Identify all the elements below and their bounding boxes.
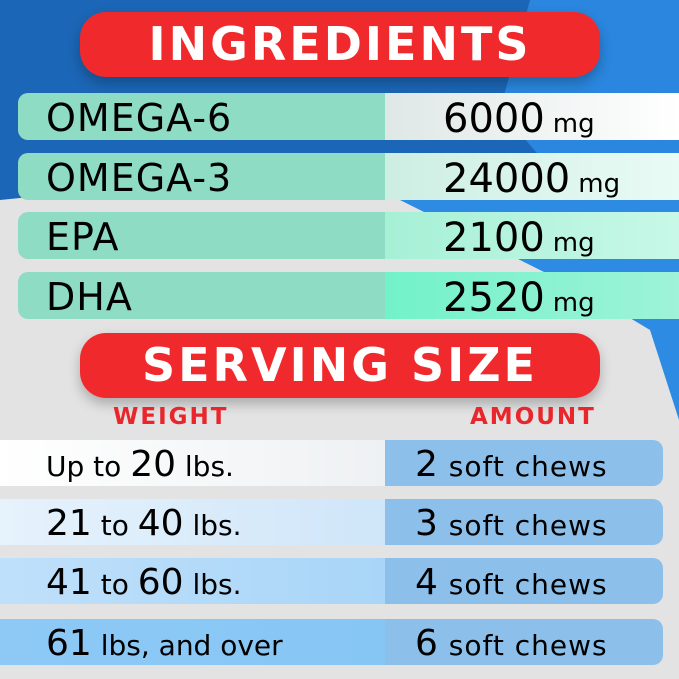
weight-text: lbs. <box>183 509 242 542</box>
ingredient-value: 24000 <box>443 156 571 202</box>
chew-count: 4 <box>415 562 439 603</box>
weight-number: 61 <box>46 623 92 664</box>
weight-text: to <box>91 568 138 601</box>
weight-text: lbs, and over <box>91 629 283 662</box>
weight-text: lbs. <box>183 568 242 601</box>
weight-number: 20 <box>130 444 176 485</box>
weight-text: lbs. <box>176 450 234 483</box>
amount-text: soft chews <box>438 450 608 483</box>
ingredient-row: EPA 2100 mg <box>18 212 679 261</box>
amount-text: soft chews <box>438 629 608 662</box>
weight-text: Up to <box>46 450 131 483</box>
serving-row: 61 lbs, and over 6 soft chews <box>0 619 663 665</box>
ingredient-name: DHA <box>46 275 133 319</box>
weight-number: 21 <box>46 503 92 544</box>
ingredient-unit: mg <box>552 109 595 139</box>
ingredient-name: OMEGA-6 <box>46 96 233 140</box>
weight-number: 40 <box>137 503 184 544</box>
amount-text: soft chews <box>438 568 608 601</box>
serving-size-banner: SERVING SIZE <box>80 333 600 398</box>
ingredient-row: DHA 2520 mg <box>18 272 679 321</box>
ingredient-row: OMEGA-6 6000 mg <box>18 93 679 142</box>
chew-count: 6 <box>415 623 439 664</box>
ingredient-unit: mg <box>552 228 595 258</box>
serving-row: 21 to 40 lbs. 3 soft chews <box>0 499 663 545</box>
ingredient-unit: mg <box>578 169 621 199</box>
ingredient-value: 2520 <box>443 275 545 321</box>
ingredient-name: OMEGA-3 <box>46 156 233 200</box>
serving-row: Up to 20 lbs. 2 soft chews <box>0 440 663 486</box>
ingredient-value: 6000 <box>443 96 545 142</box>
serving-row: 41 to 60 lbs. 4 soft chews <box>0 558 663 604</box>
chew-count: 2 <box>415 444 439 485</box>
ingredient-value: 2100 <box>443 215 545 261</box>
amount-header: AMOUNT <box>470 404 596 430</box>
ingredients-banner: INGREDIENTS <box>80 12 600 77</box>
weight-number: 60 <box>137 562 184 603</box>
ingredient-unit: mg <box>552 288 595 318</box>
amount-text: soft chews <box>438 509 608 542</box>
weight-number: 41 <box>46 562 92 603</box>
weight-header: WEIGHT <box>113 404 229 430</box>
ingredient-name: EPA <box>46 215 120 259</box>
chew-count: 3 <box>415 503 439 544</box>
ingredient-row: OMEGA-3 24000 mg <box>18 153 679 202</box>
weight-text: to <box>91 509 138 542</box>
